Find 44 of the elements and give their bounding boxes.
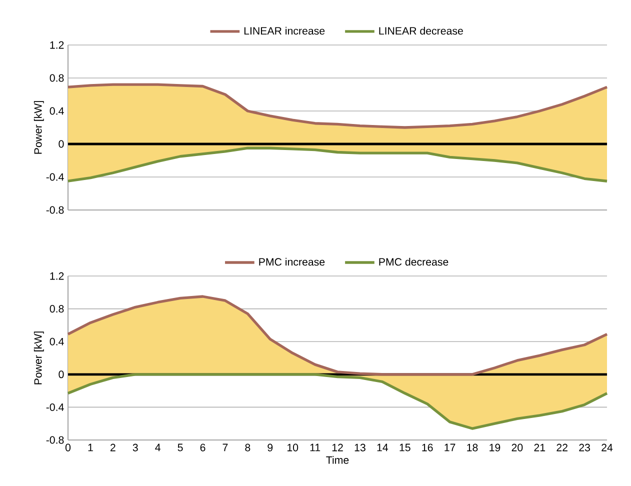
x-tick-label: 13	[354, 444, 366, 452]
x-tick-label: 3	[132, 444, 138, 452]
y-tick-label: -0.8	[46, 436, 64, 444]
y-axis-title: Power [kW]	[34, 332, 44, 384]
x-tick-label: 1	[88, 444, 93, 452]
y-tick-label: 0.8	[50, 305, 64, 313]
x-axis-title: Time	[326, 456, 349, 464]
x-tick-label: 14	[377, 444, 388, 452]
legend-label: PMC decrease	[379, 258, 448, 266]
y-tick-label: 1.2	[50, 41, 64, 49]
x-tick-label: 7	[222, 444, 228, 452]
x-tick-label: 4	[155, 444, 160, 452]
y-tick-label: 0	[58, 140, 64, 148]
x-tick-label: 20	[512, 444, 523, 452]
legend-label: LINEAR increase	[244, 26, 325, 35]
x-tick-label: 2	[110, 444, 116, 452]
y-tick-label: 1.2	[50, 272, 64, 280]
x-tick-label: 19	[490, 444, 500, 452]
x-tick-label: 15	[400, 444, 410, 452]
y-tick-label: 0.8	[50, 74, 64, 82]
y-tick-label: 0.4	[50, 338, 64, 346]
x-tick-label: 22	[556, 444, 568, 452]
legend-label: PMC increase	[259, 258, 325, 266]
x-tick-label: 24	[602, 444, 613, 452]
legend-label: LINEAR decrease	[379, 26, 463, 35]
x-tick-label: 18	[467, 444, 478, 452]
x-tick-label: 9	[268, 444, 273, 452]
x-tick-label: 21	[534, 444, 546, 452]
y-tick-label: 0.4	[50, 107, 64, 115]
x-tick-label: 6	[200, 444, 206, 452]
x-tick-label: 0	[65, 444, 71, 452]
y-tick-label: 0	[58, 370, 64, 378]
y-axis-title: Power [kW]	[34, 101, 44, 154]
x-tick-label: 10	[287, 444, 298, 452]
y-tick-label: -0.8	[46, 206, 64, 214]
x-tick-label: 16	[422, 444, 433, 452]
x-tick-label: 5	[178, 444, 183, 452]
y-tick-label: -0.4	[46, 403, 64, 411]
x-tick-label: 17	[444, 444, 456, 452]
x-tick-label: 11	[310, 444, 320, 452]
x-tick-label: 8	[245, 444, 250, 452]
y-tick-label: -0.4	[46, 173, 64, 181]
x-tick-label: 12	[332, 444, 343, 452]
x-tick-label: 23	[579, 444, 590, 452]
